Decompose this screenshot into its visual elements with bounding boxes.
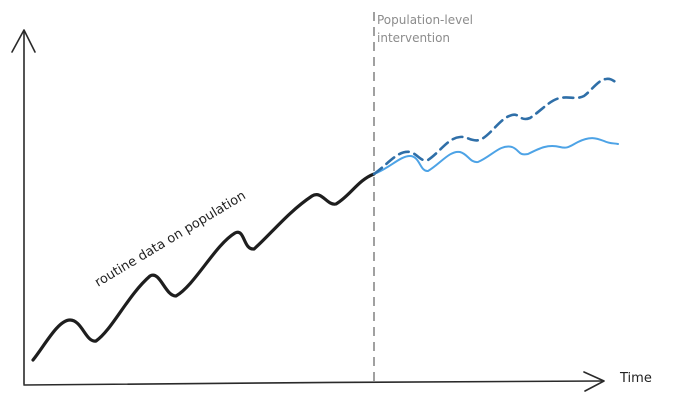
x-axis-label: Time <box>619 371 652 386</box>
arrow-up-icon <box>11 29 36 53</box>
intervention-label-line2: intervention <box>377 31 450 45</box>
arrow-right-icon <box>583 371 605 392</box>
observed-series-line <box>31 172 376 362</box>
intervention-label-line1: Population-level <box>377 13 473 27</box>
x-axis-line <box>23 380 603 386</box>
projected-dashed-series-line <box>372 77 620 176</box>
projected-solid-series-line <box>373 137 619 175</box>
